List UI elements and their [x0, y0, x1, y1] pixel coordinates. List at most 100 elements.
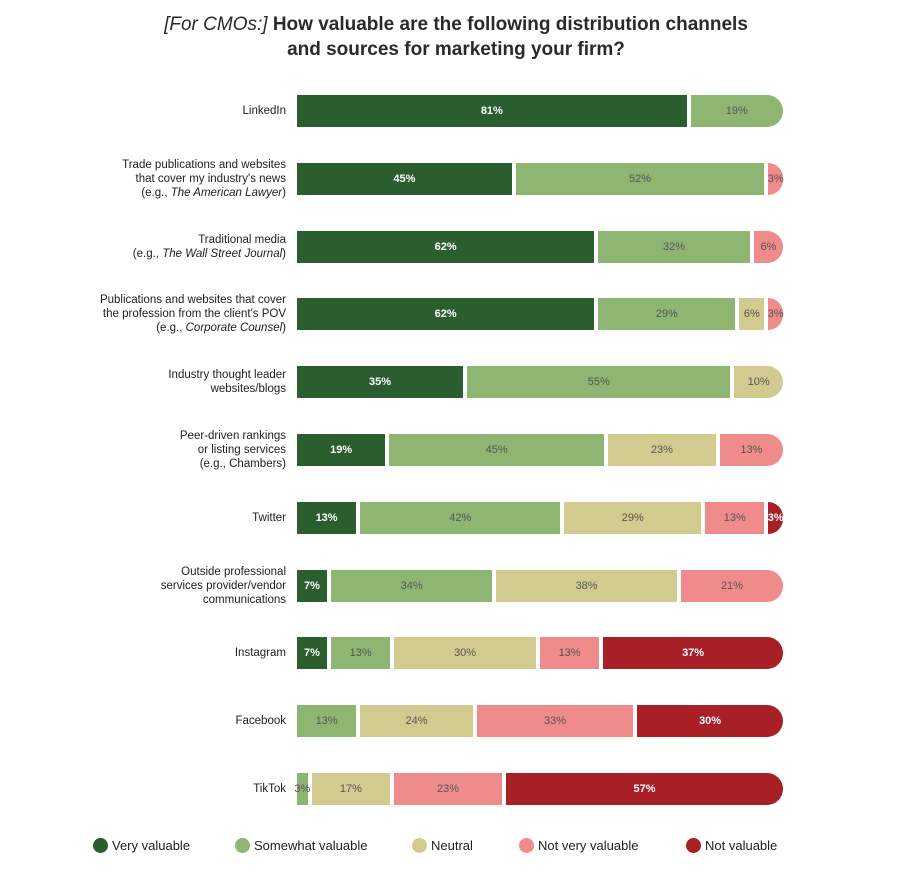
data-label: 62% — [434, 308, 457, 321]
data-label: 6% — [760, 240, 777, 253]
row-label-text: LinkedIn — [242, 105, 286, 117]
bar-segment-very-valuable: 35% — [297, 366, 464, 399]
row-label: LinkedIn — [40, 83, 286, 139]
row-label-text: The Wall Street Journal — [162, 247, 283, 260]
data-label: 13% — [558, 647, 581, 660]
bar-segment-not-valuable: 3% — [768, 501, 784, 534]
data-label: 32% — [663, 240, 686, 253]
row-label: Instagram — [40, 625, 286, 681]
data-label: 3% — [294, 783, 311, 795]
bar-segment-somewhat-valuable: 34% — [331, 569, 493, 602]
legend-swatch — [519, 838, 534, 853]
row-label-line: websites/blogs — [40, 382, 286, 396]
data-label: 33% — [543, 715, 567, 728]
data-label: 30% — [454, 647, 477, 660]
row-label-text: Publications and websites that cover — [99, 294, 286, 307]
row-label-text: Traditional media — [198, 233, 286, 246]
data-label: 13% — [740, 444, 763, 456]
bar-segment-not-very-valuable: 13% — [540, 637, 600, 670]
data-label: 23% — [650, 444, 673, 456]
row-label-text: Instagram — [234, 647, 286, 660]
bar-segment-neutral: 30% — [394, 637, 536, 670]
row-label-line: TikTok — [40, 782, 286, 796]
title-prefix: [For CMOs:] — [164, 14, 268, 35]
row-label-line: (e.g., Corporate Counsel) — [40, 321, 286, 335]
row-label-line: Twitter — [40, 511, 286, 525]
bar-segment-very-valuable: 62% — [297, 230, 595, 263]
bar-segment-not-very-valuable: 6% — [753, 230, 783, 263]
bar-segment-not-valuable: 37% — [603, 637, 783, 670]
row-label-text: ) — [282, 247, 286, 260]
bar-segment-not-very-valuable: 13% — [705, 501, 765, 534]
row-label: Twitter — [40, 490, 286, 546]
bar-segment-not-very-valuable: 3% — [767, 162, 784, 195]
data-label: 52% — [629, 172, 652, 185]
row-label-text: that cover my industry's news — [135, 172, 286, 185]
data-label: 42% — [449, 511, 472, 524]
row-label-text: The American Lawyer — [170, 186, 283, 199]
legend-item-not-valuable: Not valuable — [686, 838, 777, 853]
bar-segment-neutral: 17% — [311, 773, 391, 805]
legend-item-not-very-valuable: Not very valuable — [519, 838, 638, 853]
row-label-text: Peer-driven rankings — [179, 430, 286, 442]
row-label: Peer-driven rankings or listing services (… — [40, 422, 286, 478]
row-label-text: Outside professional — [181, 565, 286, 578]
row-label-line: Outside professional — [40, 565, 286, 579]
data-label: 13% — [315, 715, 338, 728]
row-label-text: communications — [202, 593, 286, 606]
row-label: Industry thought leader websites/blogs — [40, 354, 286, 410]
row-label-text: ) — [282, 186, 286, 199]
data-label: 55% — [587, 376, 610, 389]
row-label-line: the profession from the client's POV — [40, 307, 286, 321]
bar-segment-neutral: 24% — [360, 705, 473, 738]
row-label-text: Trade publications and websites — [122, 158, 286, 171]
row-label-line: (e.g., The American Lawyer) — [40, 186, 286, 200]
data-label: 13% — [349, 647, 372, 660]
data-label: 17% — [339, 783, 362, 795]
row-label-text: Industry thought leader — [168, 369, 286, 382]
bar-segment-not-very-valuable: 33% — [476, 705, 634, 738]
data-label: 37% — [682, 647, 705, 660]
bar-segment-neutral: 29% — [564, 501, 702, 534]
bar-segment-somewhat-valuable: 29% — [598, 298, 736, 331]
bar-segment-not-very-valuable: 21% — [680, 569, 783, 602]
row-label-line: or listing services — [40, 443, 286, 457]
row-label-text: ) — [282, 322, 286, 335]
bar-segment-somewhat-valuable: 52% — [515, 162, 765, 195]
data-label: 30% — [699, 715, 722, 728]
data-label: 13% — [315, 511, 338, 524]
title-line-2: and sources for marketing your firm? — [287, 39, 625, 60]
row-label-text: (e.g., — [141, 186, 171, 199]
row-label-line: (e.g., The Wall Street Journal) — [40, 247, 286, 261]
row-label-line: Instagram — [40, 646, 286, 660]
data-label: 29% — [655, 308, 678, 321]
row-label: Facebook — [40, 693, 286, 749]
bar-segment-not-very-valuable: 13% — [719, 434, 783, 466]
legend-item-somewhat-valuable: Somewhat valuable — [235, 838, 367, 853]
row-label: Traditional media (e.g., The Wall Street … — [40, 219, 286, 275]
row-label-text: the profession from the client's POV — [102, 308, 286, 321]
bar-segment-neutral: 23% — [608, 434, 716, 466]
bar-segment-somewhat-valuable: 13% — [297, 705, 357, 738]
row-label-line: Peer-driven rankings — [40, 429, 286, 443]
legend-swatch — [412, 838, 427, 853]
data-label: 6% — [743, 308, 760, 321]
data-label: 23% — [437, 783, 460, 795]
legend-swatch — [235, 838, 250, 853]
row-label-text: (e.g., Chambers) — [199, 458, 286, 470]
bar-segment-somewhat-valuable: 19% — [690, 95, 783, 127]
legend-item-very-valuable: Very valuable — [93, 838, 190, 853]
legend-label: Not very valuable — [538, 838, 639, 853]
bar-segment-not-valuable: 30% — [637, 705, 783, 738]
bar-segment-very-valuable: 13% — [297, 501, 357, 534]
row-label-line: communications — [40, 593, 286, 607]
row-label-line: that cover my industry's news — [40, 172, 286, 186]
bar-segment-very-valuable: 81% — [297, 95, 687, 127]
bar-segment-somewhat-valuable: 45% — [389, 434, 605, 466]
data-label: 38% — [575, 579, 598, 592]
row-label: TikTok — [40, 761, 286, 817]
bar-segment-very-valuable: 19% — [297, 434, 386, 466]
row-label-text: or listing services — [197, 444, 286, 456]
data-label: 3% — [767, 172, 784, 185]
bar-segment-somewhat-valuable: 32% — [598, 230, 750, 263]
